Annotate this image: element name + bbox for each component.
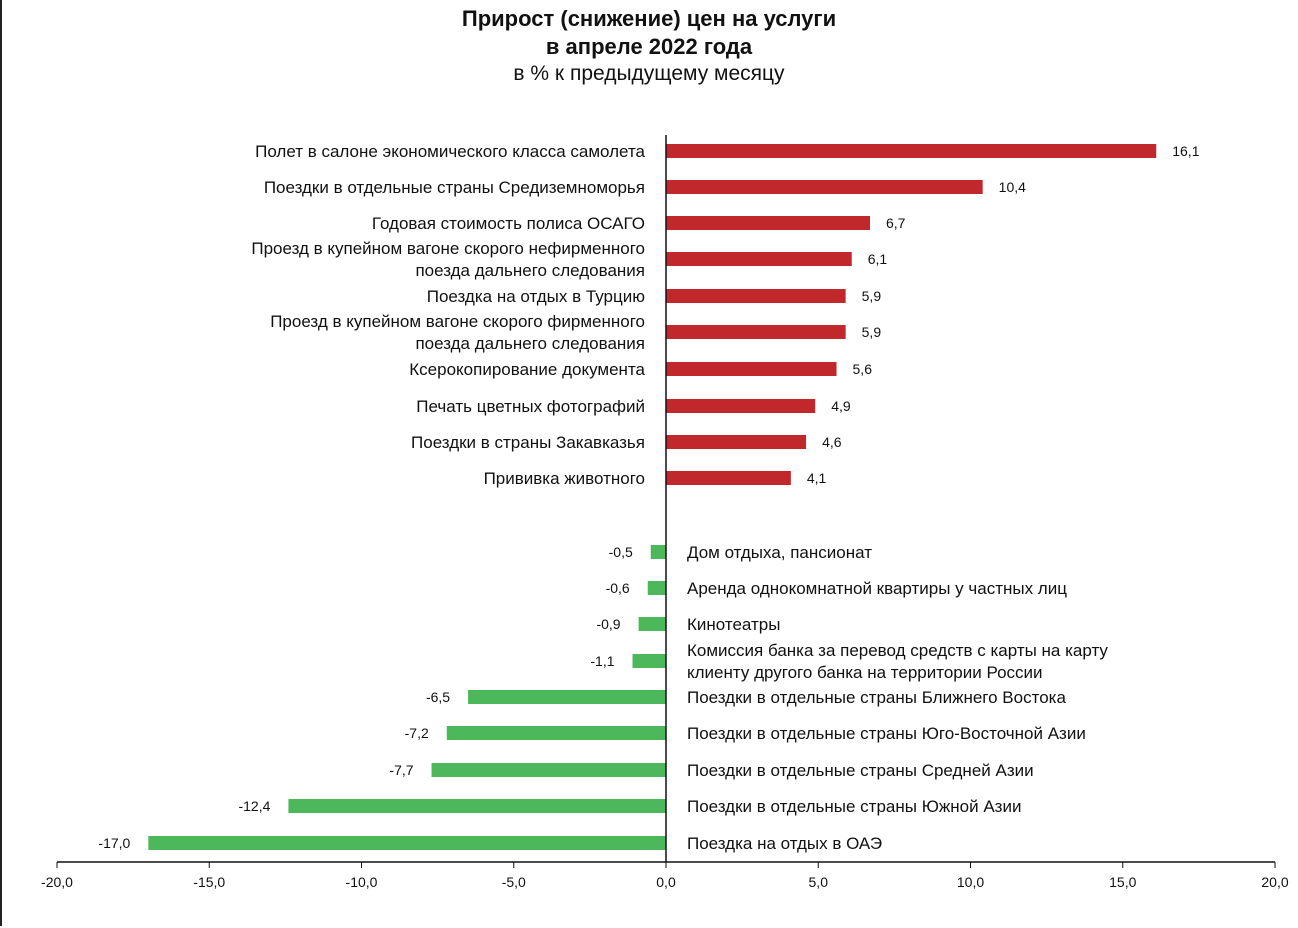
data-label: 5,9 — [862, 324, 882, 340]
x-tick-label: -15,0 — [193, 874, 225, 890]
x-tick-label: 15,0 — [1109, 874, 1136, 890]
bar — [446, 726, 666, 740]
category-label: Поездки в отдельные страны Юго-Восточной… — [687, 724, 1086, 743]
category-label: поезда дальнего следования — [415, 261, 645, 280]
category-label: Поездка на отдых в Турцию — [427, 287, 645, 306]
chart-title: Прирост (снижение) цен на услуги — [461, 6, 837, 31]
data-label: 4,9 — [831, 398, 851, 414]
data-label: -7,2 — [405, 725, 429, 741]
bar — [647, 581, 666, 595]
bar — [666, 362, 837, 376]
category-label: Поездки в отдельные страны Средиземномор… — [264, 178, 645, 197]
category-label: Поездка на отдых в ОАЭ — [687, 834, 882, 853]
data-label: -0,6 — [606, 580, 630, 596]
data-label: -0,9 — [596, 616, 620, 632]
category-label: Прививка животного — [484, 469, 645, 488]
data-label: -7,7 — [389, 762, 413, 778]
data-label: 5,6 — [853, 361, 873, 377]
bar — [431, 763, 666, 777]
data-label: -17,0 — [98, 835, 130, 851]
x-tick-label: 10,0 — [957, 874, 984, 890]
data-label: 10,4 — [999, 179, 1026, 195]
data-label: 6,1 — [868, 251, 888, 267]
bar — [666, 180, 983, 194]
category-label: клиенту другого банка на территории Росс… — [687, 663, 1043, 682]
data-label: 4,6 — [822, 434, 842, 450]
bar — [468, 690, 666, 704]
category-label: Комиссия банка за перевод средств с карт… — [687, 641, 1108, 660]
data-label: -0,5 — [609, 544, 633, 560]
bar — [666, 325, 846, 339]
bar — [288, 799, 666, 813]
chart-title-line2: в апреле 2022 года — [545, 34, 753, 59]
bar — [638, 617, 666, 631]
category-label: Годовая стоимость полиса ОСАГО — [372, 214, 645, 233]
bar — [666, 471, 791, 485]
category-label: Полет в салоне экономического класса сам… — [255, 142, 645, 161]
category-label: Поездки в отдельные страны Ближнего Вост… — [687, 688, 1066, 707]
bar — [666, 252, 852, 266]
category-label: Аренда однокомнатной квартиры у частных … — [687, 579, 1067, 598]
data-label: 5,9 — [862, 288, 882, 304]
category-label: Поездки в отдельные страны Средней Азии — [687, 761, 1034, 780]
category-label: Поездки в отдельные страны Южной Азии — [687, 797, 1021, 816]
category-label: поезда дальнего следования — [415, 334, 645, 353]
category-label: Поездки в страны Закавказья — [411, 433, 645, 452]
bar — [650, 545, 666, 559]
category-label: Ксерокопирование документа — [409, 360, 645, 379]
bar — [666, 216, 871, 230]
data-label: -6,5 — [426, 689, 450, 705]
chart-subtitle: в % к предыдущему месяцу — [513, 62, 785, 85]
data-label: 4,1 — [807, 470, 827, 486]
category-label: Печать цветных фотографий — [416, 397, 645, 416]
bar — [632, 654, 666, 668]
x-tick-label: 20,0 — [1261, 874, 1288, 890]
bar — [666, 399, 816, 413]
category-label: Проезд в купейном вагоне скорого фирменн… — [270, 312, 645, 331]
x-tick-label: -5,0 — [502, 874, 526, 890]
bar — [666, 289, 846, 303]
bar — [666, 435, 807, 449]
category-label: Кинотеатры — [687, 615, 780, 634]
x-tick-label: -10,0 — [346, 874, 378, 890]
category-label: Дом отдыха, пансионат — [687, 543, 872, 562]
x-tick-label: 5,0 — [809, 874, 829, 890]
data-label: 6,7 — [886, 215, 906, 231]
bar — [666, 144, 1157, 158]
category-label: Проезд в купейном вагоне скорого нефирме… — [251, 239, 645, 258]
data-label: -1,1 — [590, 653, 614, 669]
x-tick-label: 0,0 — [656, 874, 676, 890]
bar — [148, 836, 667, 850]
data-label: 16,1 — [1172, 143, 1199, 159]
x-tick-label: -20,0 — [41, 874, 73, 890]
data-label: -12,4 — [238, 798, 270, 814]
